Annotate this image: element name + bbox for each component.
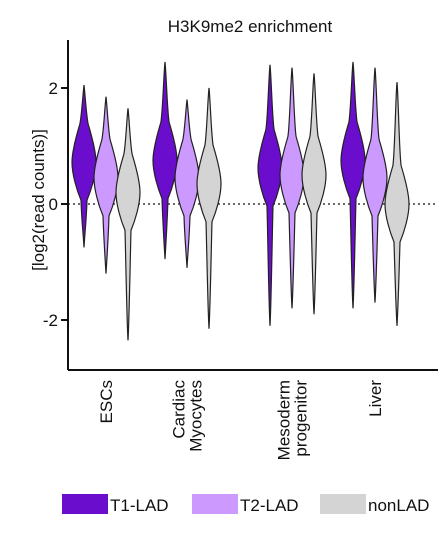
- legend-swatch: [62, 494, 108, 514]
- legend-item-t2-lad: T2-LAD: [192, 494, 299, 515]
- violin-t2-lad-0: [93, 96, 119, 274]
- legend-label: T1-LAD: [110, 496, 169, 515]
- violin-t2-lad-3: [362, 67, 388, 303]
- y-tick-label: 0: [49, 195, 58, 214]
- violin-t1-lad-3: [340, 61, 366, 309]
- category-label: Mesoderm: [275, 380, 294, 460]
- legend: T1-LAD T2-LAD nonLAD: [62, 494, 429, 515]
- violin-nonlad-0: [115, 108, 141, 341]
- category-label: Myocytes: [187, 380, 206, 452]
- legend-label: nonLAD: [368, 496, 429, 515]
- legend-item-nonlad: nonLAD: [320, 494, 429, 515]
- legend-item-t1-lad: T1-LAD: [62, 494, 169, 515]
- violin-t2-lad-1: [174, 99, 200, 268]
- y-tick-label: 2: [49, 79, 58, 98]
- violin-nonlad-3: [384, 82, 410, 326]
- violin-t1-lad-0: [71, 85, 97, 248]
- violin-t2-lad-2: [279, 67, 305, 309]
- violin-t1-lad-1: [152, 61, 178, 260]
- legend-swatch: [320, 494, 366, 514]
- violin-nonlad-1: [196, 87, 222, 329]
- chart-title: H3K9me2 enrichment: [168, 17, 333, 36]
- category-label: Liver: [366, 380, 385, 417]
- category-label: Cardiac: [170, 380, 189, 439]
- violin-nonlad-2: [301, 73, 327, 315]
- violin-t1-lad-2: [257, 64, 283, 326]
- y-tick-label: -2: [43, 311, 58, 330]
- category-label: progenitor: [292, 380, 311, 457]
- y-axis-label: [log2(read counts)]: [29, 129, 48, 271]
- category-label: ESCs: [97, 380, 116, 423]
- legend-swatch: [192, 494, 238, 514]
- legend-label: T2-LAD: [240, 496, 299, 515]
